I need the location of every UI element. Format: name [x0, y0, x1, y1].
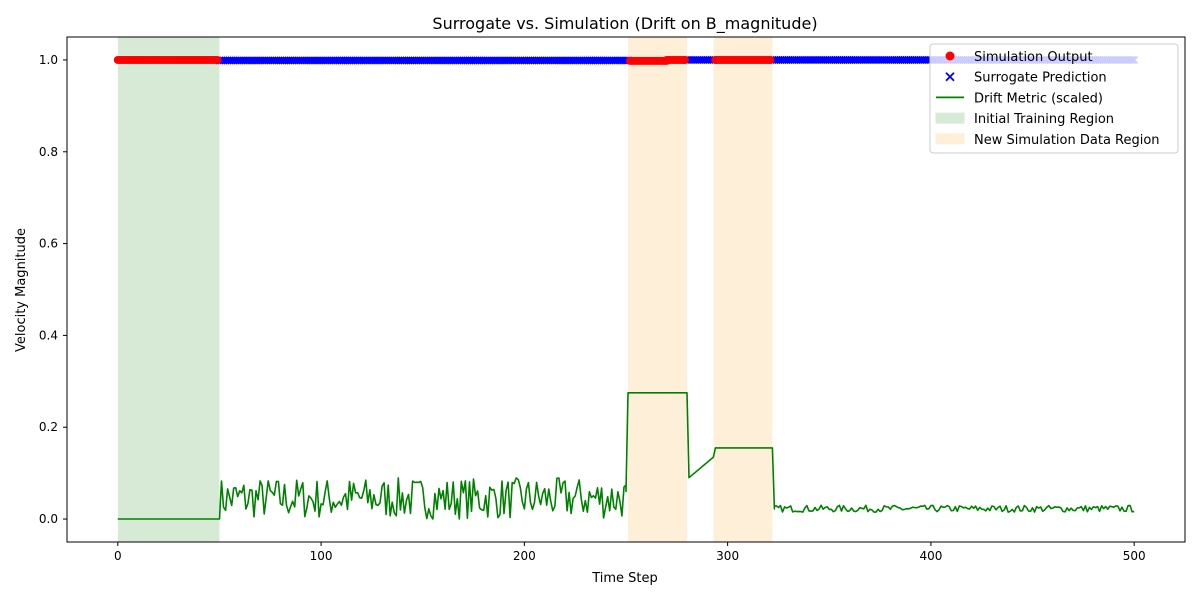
points-layer: [113, 55, 1139, 65]
legend-region-patch: [935, 133, 965, 145]
region-new-simulation-data-1: [628, 37, 687, 542]
y-axis-label: Velocity Magnitude: [14, 228, 29, 352]
simulation-output-point: [213, 55, 222, 64]
x-tick-label: 500: [1123, 549, 1146, 563]
legend-surrogate-marker: [945, 72, 955, 82]
x-tick-label: 100: [310, 549, 333, 563]
legend-region-patch: [935, 112, 965, 124]
axes: 0 100 200 300 400 500 0.0 0.2 0.4 0.6 0.8 1.0: [39, 36, 1186, 563]
legend-label: Initial Training Region: [974, 112, 1114, 127]
simulation-output-point: [766, 55, 775, 64]
legend-label: New Simulation Data Region: [974, 133, 1160, 148]
region-new-simulation-data-2: [713, 37, 773, 542]
legend-box: [929, 43, 1179, 154]
legend-label: Surrogate Prediction: [974, 71, 1107, 86]
legend-simulation-marker: [945, 51, 955, 61]
y-tick-label: 0.4: [39, 328, 58, 342]
y-tick-label: 0.8: [39, 145, 58, 159]
y-tick-label: 0.6: [39, 237, 58, 251]
x-tick-label: 0: [114, 549, 122, 563]
x-axis-label: Time Step: [591, 571, 658, 586]
chart-title: Surrogate vs. Simulation (Drift on B_mag…: [432, 14, 817, 34]
plot-frame: [66, 36, 1186, 543]
x-tick-label: 400: [919, 549, 942, 563]
legend-label: Drift Metric (scaled): [974, 91, 1103, 106]
x-tick-label: 300: [716, 549, 739, 563]
drift-metric-line: [117, 391, 1135, 520]
y-tick-label: 0.2: [39, 420, 58, 434]
legend: Simulation Output Surrogate Prediction Dri…: [929, 43, 1179, 154]
shaded-regions: [117, 37, 773, 542]
y-tick-label: 0.0: [39, 512, 58, 526]
y-tick-label: 1.0: [39, 53, 58, 67]
legend-label: Simulation Output: [974, 50, 1093, 65]
region-initial-training: [117, 37, 220, 542]
x-tick-label: 200: [513, 549, 536, 563]
simulation-output-point: [680, 55, 689, 64]
drift-layer: [117, 391, 1135, 520]
